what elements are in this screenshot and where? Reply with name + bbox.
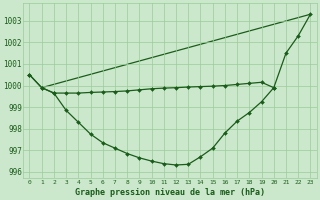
X-axis label: Graphe pression niveau de la mer (hPa): Graphe pression niveau de la mer (hPa) (75, 188, 265, 197)
